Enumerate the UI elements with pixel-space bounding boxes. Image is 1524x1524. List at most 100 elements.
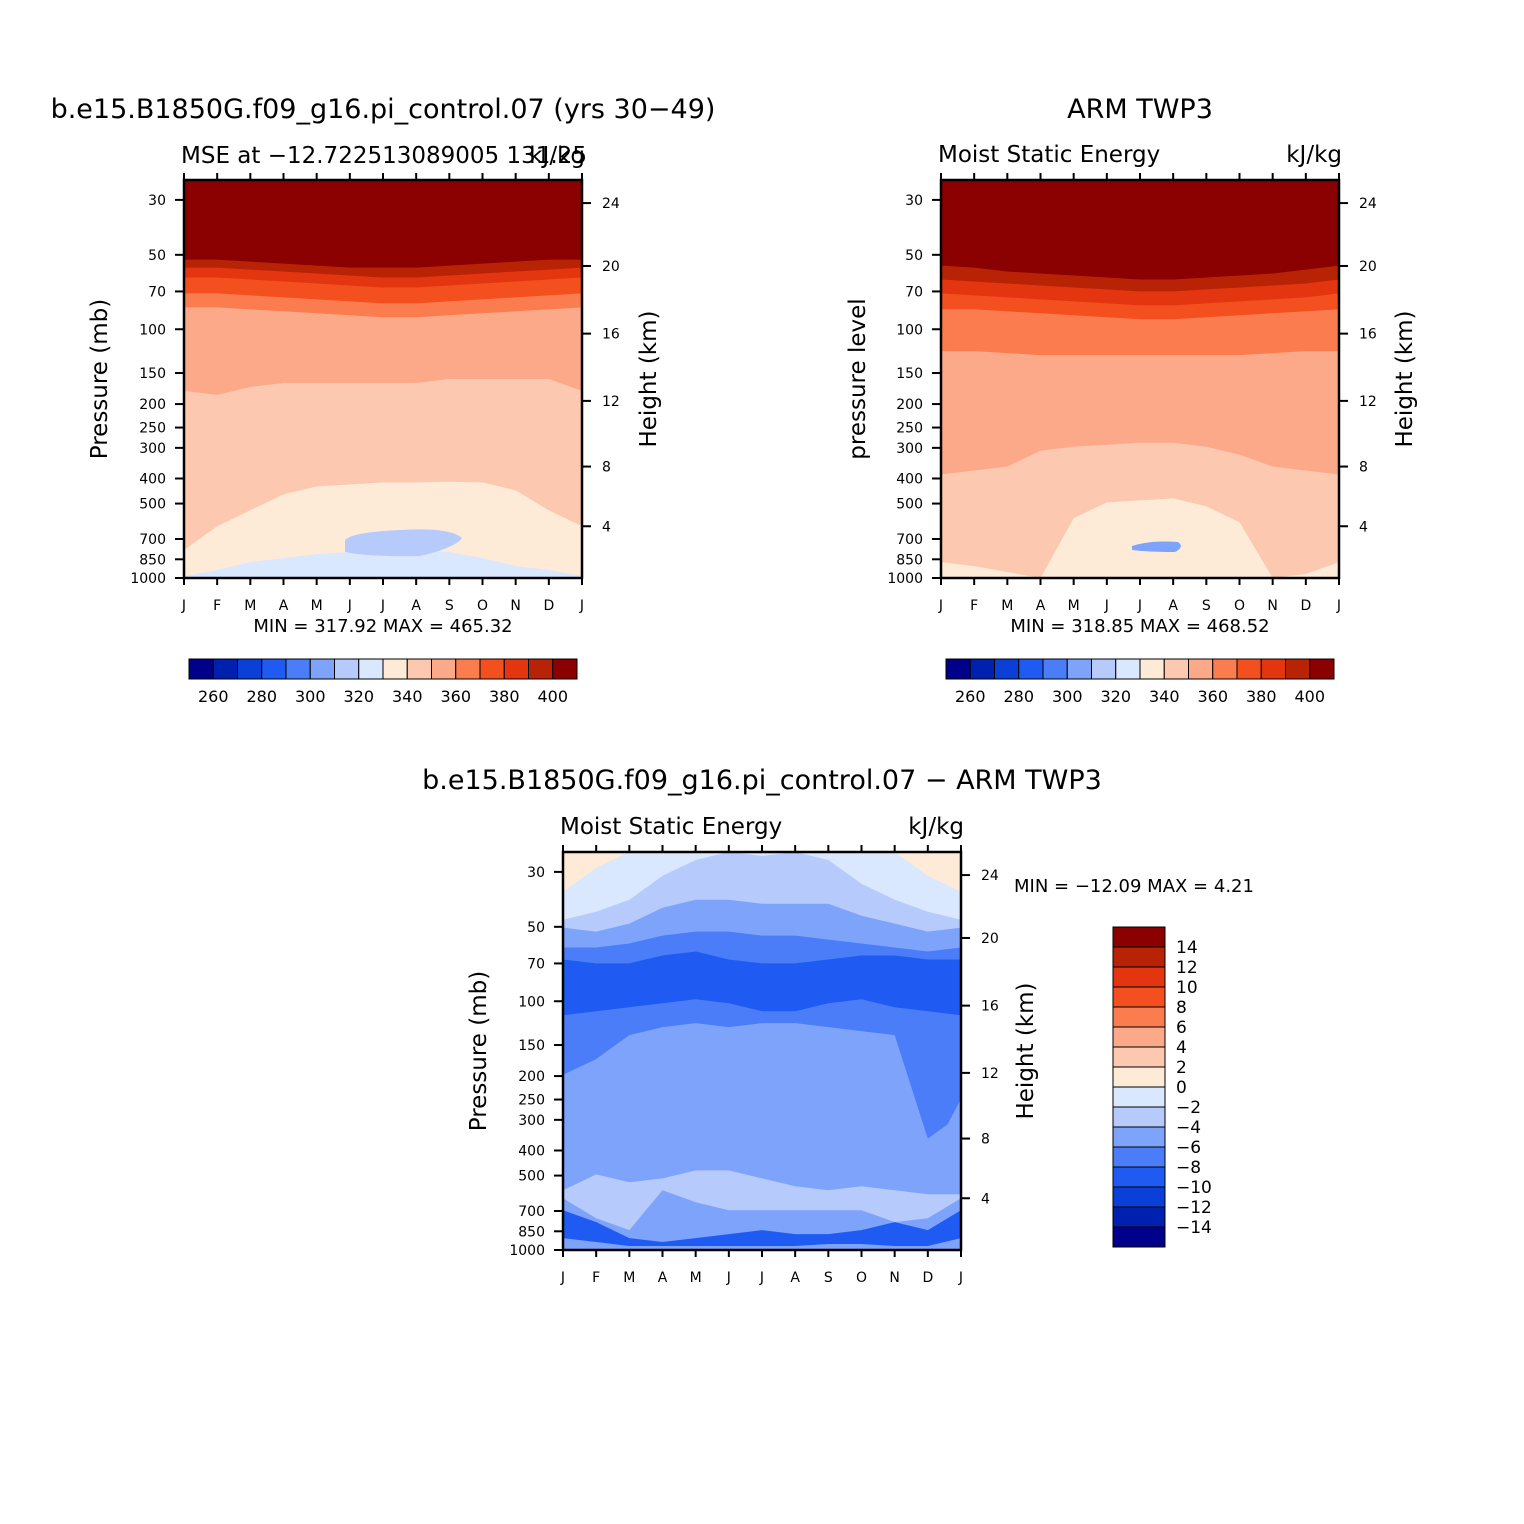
local-min-region [1132, 541, 1181, 552]
y-tick-label: 400 [518, 1144, 545, 1160]
contour-band-13 [563, 1238, 961, 1250]
colorbar-label: −14 [1176, 1218, 1212, 1238]
x-tick-label: J [380, 598, 385, 614]
x-tick-label: D [543, 598, 554, 614]
x-tick-label: J [1137, 598, 1142, 614]
y-tick-label: 70 [148, 284, 166, 300]
y-tick-label: 30 [148, 193, 166, 209]
colorbar-label: 360 [1197, 687, 1228, 706]
colorbar-swatch [1112, 1006, 1166, 1028]
y-tick-label: 300 [896, 441, 923, 457]
axes-panel-1: J F M A M J J A S O N D J 30 50 70 100 150 200 250 300 400 500… [51, 94, 716, 637]
y-tick-label: 300 [518, 1113, 545, 1129]
y-tick-label: 700 [518, 1204, 545, 1220]
colorbar-label: 360 [440, 687, 471, 706]
colorbar-label: −10 [1176, 1178, 1212, 1198]
y-tick-label: 30 [905, 193, 923, 209]
y-tick-label: 50 [148, 248, 166, 264]
x-tick-label: F [213, 598, 221, 614]
y-axis-label-right: Height (km) [636, 310, 662, 447]
y-tick-label: 500 [139, 497, 166, 513]
colorbar-swatch [188, 658, 214, 680]
y-tick-label: 150 [139, 366, 166, 382]
x-tick-label: J [347, 598, 352, 614]
x-tick-label: O [856, 1270, 867, 1286]
colorbar-swatch [1309, 658, 1335, 680]
colorbar-label: 8 [1176, 998, 1187, 1018]
x-tick-label: O [477, 598, 488, 614]
y-tick-label: 400 [139, 472, 166, 488]
colorbar-swatch [969, 658, 995, 680]
y-tick-label-right: 4 [981, 1191, 990, 1207]
x-tick-label: J [560, 1270, 565, 1286]
y-tick-label: 1000 [509, 1243, 545, 1259]
y-tick-label: 500 [896, 497, 923, 513]
x-tick-label: D [1300, 598, 1311, 614]
contour-band-8 [184, 481, 582, 578]
x-tick-label: A [279, 598, 289, 614]
colorbar-label: 300 [1052, 687, 1083, 706]
x-tick-label: M [1068, 598, 1080, 614]
chart-title: ARM TWP3 [1067, 94, 1213, 125]
colorbar-swatch [1112, 1226, 1166, 1248]
colorbar-label: 340 [392, 687, 423, 706]
colorbar-swatch [1188, 658, 1214, 680]
y-tick-label: 100 [518, 994, 545, 1010]
x-tick-label: F [970, 598, 978, 614]
y-tick-label: 30 [527, 865, 545, 881]
y-tick-label: 700 [139, 532, 166, 548]
x-tick-label: M [311, 598, 323, 614]
y-axis-label: pressure level [845, 298, 871, 459]
x-tick-label: J [759, 1270, 764, 1286]
y-tick-label-right: 24 [602, 196, 620, 212]
colorbar-swatch [455, 658, 481, 680]
y-axis-label: Pressure (mb) [466, 971, 492, 1131]
colorbar-swatch [237, 658, 263, 680]
colorbar-label: 10 [1176, 978, 1198, 998]
x-tick-label: M [623, 1270, 635, 1286]
colorbar-label: 260 [955, 687, 986, 706]
colorbar-swatch [285, 658, 311, 680]
x-tick-label: S [824, 1270, 833, 1286]
y-tick-label-right: 20 [602, 259, 620, 275]
colorbar-label: 2 [1176, 1058, 1187, 1078]
x-tick-label: N [510, 598, 520, 614]
x-tick-label: N [889, 1270, 899, 1286]
y-tick-label: 1000 [130, 571, 166, 587]
colorbar-swatch [212, 658, 238, 680]
colorbar-swatch [406, 658, 432, 680]
x-tick-label: J [1336, 598, 1341, 614]
chart-subtitle-left: MSE at −12.722513089005 131.25 [181, 143, 587, 169]
colorbar-swatch [1236, 658, 1262, 680]
colorbar-label: 280 [1003, 687, 1034, 706]
colorbar-swatch [1112, 1046, 1166, 1068]
colorbar-label: 380 [489, 687, 520, 706]
x-tick-label: J [579, 598, 584, 614]
colorbar-1: 260 280 300 320 340 360 380 400 [188, 658, 578, 706]
y-tick-label: 250 [896, 421, 923, 437]
x-tick-label: J [726, 1270, 731, 1286]
colorbar-swatch [994, 658, 1020, 680]
y-tick-label-right: 16 [602, 327, 620, 343]
x-tick-label: M [244, 598, 256, 614]
colorbar-swatch [382, 658, 408, 680]
colorbar-swatch [1112, 1106, 1166, 1128]
local-min-region [345, 529, 462, 557]
y-tick-label: 70 [905, 284, 923, 300]
colorbar-label: 340 [1149, 687, 1180, 706]
y-tick-label: 150 [896, 366, 923, 382]
y-tick-label: 850 [896, 552, 923, 568]
y-tick-label-right: 12 [602, 394, 620, 410]
y-tick-label: 850 [518, 1224, 545, 1240]
y-tick-label: 50 [527, 920, 545, 936]
x-tick-label: J [181, 598, 186, 614]
y-tick-label: 250 [139, 421, 166, 437]
chart-subtitle-left: Moist Static Energy [560, 814, 782, 840]
chart-title: b.e15.B1850G.f09_g16.pi_control.07 − ARM… [422, 765, 1102, 796]
y-tick-label: 250 [518, 1093, 545, 1109]
colorbar-swatch [309, 658, 335, 680]
colorbar-label: 380 [1246, 687, 1277, 706]
x-tick-label: A [1168, 598, 1178, 614]
